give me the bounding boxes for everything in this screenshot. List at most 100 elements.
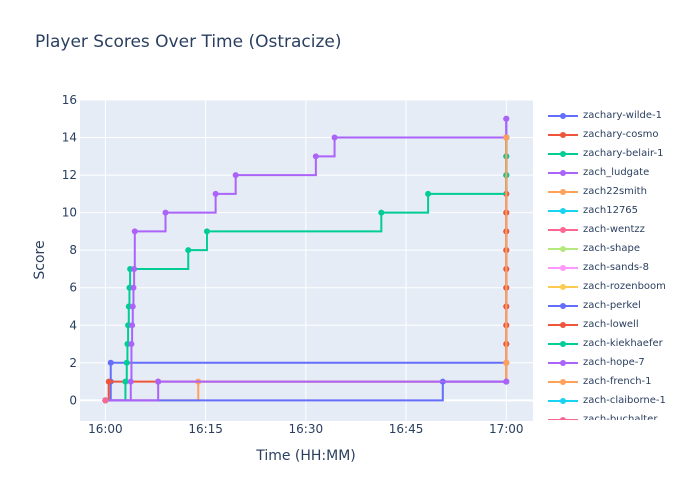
legend-label: zach-sands-8 bbox=[583, 262, 650, 273]
legend-swatch bbox=[548, 166, 578, 180]
data-point[interactable] bbox=[130, 284, 137, 291]
data-point[interactable] bbox=[129, 322, 136, 329]
legend-item[interactable]: zach-wentzz bbox=[548, 220, 698, 239]
y-axis-title: Score bbox=[32, 240, 48, 279]
legend-label: zach-rozenboom bbox=[583, 281, 666, 292]
data-point[interactable] bbox=[212, 190, 219, 197]
legend-item[interactable]: zach12765 bbox=[548, 201, 698, 220]
legend-item[interactable]: zach_ludgate bbox=[548, 163, 698, 182]
y-tick-label: 16 bbox=[62, 93, 77, 107]
legend-label: zach-claiborne-1 bbox=[583, 395, 666, 406]
legend-label: zach_ludgate bbox=[583, 167, 650, 178]
legend-item[interactable]: zach-french-1 bbox=[548, 372, 698, 391]
data-point[interactable] bbox=[131, 228, 138, 235]
data-point[interactable] bbox=[203, 228, 210, 235]
x-tick-label: 16:15 bbox=[188, 422, 223, 436]
data-point[interactable] bbox=[123, 359, 130, 366]
y-tick-label: 0 bbox=[69, 393, 77, 407]
legend-marker bbox=[560, 359, 566, 366]
y-tick-label: 6 bbox=[69, 281, 77, 295]
data-point[interactable] bbox=[131, 265, 138, 272]
legend-swatch bbox=[548, 280, 578, 294]
x-tick-label: 16:30 bbox=[289, 422, 324, 436]
legend-label: zachary-cosmo bbox=[583, 129, 659, 140]
data-point[interactable] bbox=[105, 378, 112, 385]
data-point[interactable] bbox=[331, 134, 338, 141]
legend-label: zachary-wilde-1 bbox=[583, 110, 663, 121]
data-point[interactable] bbox=[162, 209, 169, 216]
data-point[interactable] bbox=[185, 247, 192, 254]
data-point[interactable] bbox=[128, 341, 135, 348]
data-point[interactable] bbox=[102, 397, 109, 404]
x-axis-title: Time (HH:MM) bbox=[255, 448, 356, 464]
x-tick-label: 16:00 bbox=[88, 422, 123, 436]
data-point[interactable] bbox=[503, 378, 510, 385]
legend-swatch bbox=[548, 223, 578, 237]
legend-label: zach-perkel bbox=[583, 300, 641, 311]
data-point[interactable] bbox=[127, 378, 134, 385]
data-point[interactable] bbox=[503, 134, 510, 141]
legend-marker bbox=[560, 264, 566, 271]
legend-label: zach-hope-7 bbox=[583, 357, 645, 368]
legend-item[interactable]: zach-lowell bbox=[548, 315, 698, 334]
legend-marker bbox=[560, 226, 566, 233]
legend-marker bbox=[560, 321, 566, 328]
legend[interactable]: zachary-wilde-1 zachary-cosmo zachary-bela… bbox=[548, 106, 698, 420]
data-point[interactable] bbox=[232, 172, 239, 179]
legend-item[interactable]: zach-buchalter bbox=[548, 410, 698, 420]
legend-item[interactable]: zachary-cosmo bbox=[548, 125, 698, 144]
legend-swatch bbox=[548, 356, 578, 370]
legend-marker bbox=[560, 131, 566, 138]
data-point[interactable] bbox=[378, 209, 385, 216]
legend-item[interactable]: zach-sands-8 bbox=[548, 258, 698, 277]
legend-item[interactable]: zachary-belair-1 bbox=[548, 144, 698, 163]
legend-item[interactable]: zach-rozenboom bbox=[548, 277, 698, 296]
series-zach-buchalter[interactable] bbox=[102, 397, 109, 404]
data-point[interactable] bbox=[129, 303, 136, 310]
plot-area bbox=[80, 100, 533, 421]
series-lines[interactable] bbox=[102, 115, 510, 404]
legend-item[interactable]: zachary-wilde-1 bbox=[548, 106, 698, 125]
legend-swatch bbox=[548, 185, 578, 199]
legend-swatch bbox=[548, 261, 578, 275]
legend-marker bbox=[560, 283, 566, 290]
data-point[interactable] bbox=[503, 359, 510, 366]
legend-item[interactable]: zach22smith bbox=[548, 182, 698, 201]
legend-item[interactable]: zach-hope-7 bbox=[548, 353, 698, 372]
legend-marker bbox=[560, 245, 566, 252]
y-tick-label: 12 bbox=[62, 168, 77, 182]
legend-marker bbox=[560, 112, 566, 119]
legend-label: zach-shape bbox=[583, 243, 640, 254]
legend-marker bbox=[560, 169, 566, 176]
legend-marker bbox=[560, 397, 566, 404]
chart-title: Player Scores Over Time (Ostracize) bbox=[35, 32, 342, 52]
legend-item[interactable]: zach-kiekhaefer bbox=[548, 334, 698, 353]
series-line[interactable] bbox=[105, 380, 507, 402]
legend-label: zachary-belair-1 bbox=[583, 148, 664, 159]
legend-swatch bbox=[548, 413, 578, 420]
legend-marker bbox=[560, 150, 566, 157]
axis-ticks: 0 2 4 6 8 10 12 14 16 16:00 16:15 16:30 16:45 17:00 bbox=[62, 93, 524, 436]
legend-label: zach-buchalter bbox=[583, 414, 658, 420]
legend-marker bbox=[560, 340, 566, 347]
legend-swatch bbox=[548, 204, 578, 218]
data-point[interactable] bbox=[107, 359, 114, 366]
data-point[interactable] bbox=[503, 115, 510, 122]
legend-marker bbox=[560, 416, 566, 420]
data-point[interactable] bbox=[155, 378, 162, 385]
data-point[interactable] bbox=[122, 378, 129, 385]
legend-swatch bbox=[548, 375, 578, 389]
legend-marker bbox=[560, 302, 566, 309]
legend-swatch bbox=[548, 337, 578, 351]
legend-marker bbox=[560, 378, 566, 385]
legend-item[interactable]: zach-perkel bbox=[548, 296, 698, 315]
legend-item[interactable]: zach-claiborne-1 bbox=[548, 391, 698, 410]
legend-marker bbox=[560, 188, 566, 195]
data-point[interactable] bbox=[425, 190, 432, 197]
legend-item[interactable]: zach-shape bbox=[548, 239, 698, 258]
legend-swatch bbox=[548, 299, 578, 313]
data-point[interactable] bbox=[312, 153, 319, 160]
legend-swatch bbox=[548, 147, 578, 161]
legend-label: zach-kiekhaefer bbox=[583, 338, 663, 349]
